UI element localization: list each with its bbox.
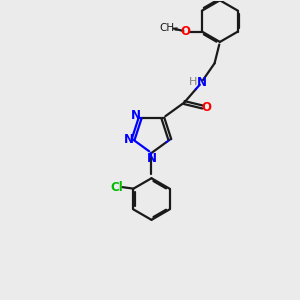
Text: H: H [189, 77, 197, 87]
Text: Cl: Cl [110, 181, 123, 194]
Text: O: O [202, 100, 212, 113]
Text: N: N [131, 109, 141, 122]
Text: O: O [181, 25, 190, 38]
Text: N: N [124, 133, 134, 146]
Text: N: N [146, 152, 157, 165]
Text: N: N [197, 76, 207, 89]
Text: CH₃: CH₃ [159, 23, 178, 33]
